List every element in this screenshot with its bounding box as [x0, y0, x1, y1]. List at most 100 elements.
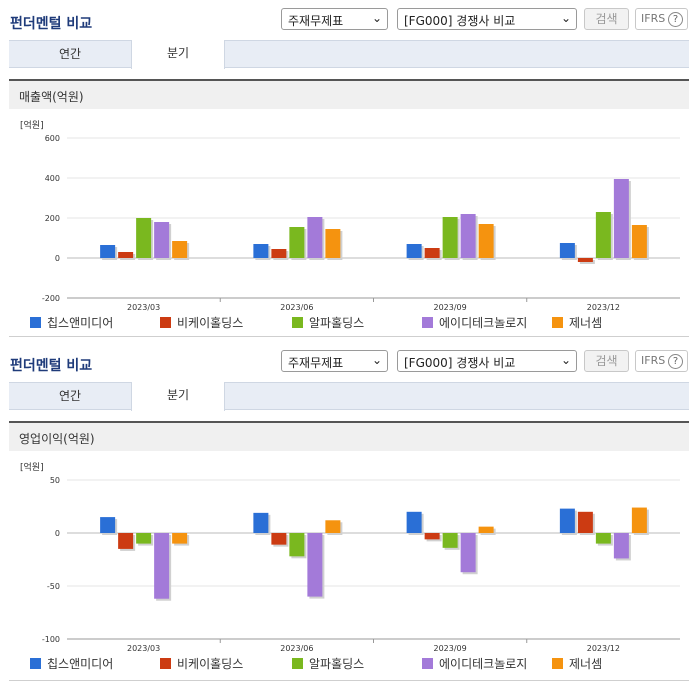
legend-item: 에이디테크놀로지 [422, 314, 527, 331]
legend-label: 제너셈 [569, 657, 603, 671]
bar [325, 229, 341, 258]
compare-select[interactable]: [FG000] 경쟁사 비교 ⌄ [397, 8, 577, 30]
bar [631, 507, 647, 533]
unit-label: [억원] [20, 121, 44, 131]
y-tick-label: -200 [42, 294, 60, 303]
bar [406, 244, 422, 258]
legend-label: 에이디테크놀로지 [439, 657, 528, 671]
tab-annual[interactable]: 연간 [58, 47, 82, 61]
divider [9, 336, 689, 337]
bar [631, 225, 647, 258]
legend-swatch [552, 317, 563, 328]
x-tick-label: 2023/06 [280, 644, 313, 653]
legend-swatch [30, 658, 41, 669]
legend-label: 칩스앤미디어 [47, 657, 114, 671]
tab-quarterly[interactable]: 분기 [131, 382, 225, 411]
legend-item: 비케이홀딩스 [160, 655, 243, 672]
legend-label: 칩스앤미디어 [47, 316, 114, 330]
y-tick-label: 50 [50, 476, 60, 485]
ifrs-help-button[interactable]: IFRS? [635, 350, 688, 372]
operating-profit-chart: -100 -50 0 50 2023/03 2023/06 2023/09 2023/12 [42, 476, 680, 653]
bar [154, 222, 170, 258]
legend-item: 알파홀딩스 [292, 314, 364, 331]
search-button[interactable]: 검색 [584, 8, 629, 30]
chevron-down-icon: ⌄ [560, 353, 571, 367]
legend-item: 에이디테크놀로지 [422, 655, 527, 672]
bar [613, 179, 629, 258]
bar [442, 217, 458, 258]
legend-item: 칩스앤미디어 [30, 314, 113, 331]
bar [577, 258, 593, 262]
search-button[interactable]: 검색 [584, 350, 629, 372]
question-icon: ? [668, 12, 683, 27]
x-tick-label: 2023/12 [587, 303, 620, 312]
legend-item: 비케이홀딩스 [160, 314, 243, 331]
bar [136, 218, 152, 258]
y-tick-label: 400 [45, 174, 60, 183]
tab-quarterly[interactable]: 분기 [131, 40, 225, 69]
panel-header: 펀더멘털 비교 주재무제표 ⌄ [FG000] 경쟁사 비교 ⌄ 검색 IFRS? [0, 0, 696, 34]
chevron-down-icon: ⌄ [371, 11, 382, 25]
statement-select[interactable]: 주재무제표 ⌄ [281, 8, 388, 30]
legend-swatch [30, 317, 41, 328]
legend-label: 비케이홀딩스 [177, 657, 244, 671]
legend-item: 제너셈 [552, 314, 602, 331]
section-header: 매출액(억원) [9, 79, 689, 109]
bar [253, 244, 269, 258]
page-title: 펀더멘털 비교 [10, 358, 93, 374]
y-tick-label: -100 [42, 635, 60, 644]
bar [271, 249, 287, 258]
bar [307, 217, 323, 258]
revenue-chart: -200 0 200 400 600 2023/03 2023/06 2023/09 2023/… [42, 134, 680, 312]
divider [9, 680, 689, 681]
statement-select-value: 주재무제표 [288, 356, 344, 370]
x-tick-label: 2023/12 [587, 644, 620, 653]
question-icon: ? [668, 354, 683, 369]
legend-swatch [552, 658, 563, 669]
statement-select-value: 주재무제표 [288, 14, 344, 28]
bar [271, 533, 287, 545]
period-tabs: 연간 분기 [9, 382, 689, 411]
bar [595, 212, 611, 258]
period-tabs: 연간 분기 [9, 40, 689, 69]
bar [442, 533, 458, 548]
panel-header: 펀더멘털 비교 주재무제표 ⌄ [FG000] 경쟁사 비교 ⌄ 검색 IFRS? [0, 342, 696, 376]
bar [289, 533, 305, 557]
legend-swatch [292, 658, 303, 669]
compare-select-value: [FG000] 경쟁사 비교 [404, 14, 516, 28]
bar [424, 533, 440, 540]
bar [325, 520, 341, 533]
section-header: 영업이익(억원) [9, 421, 689, 451]
legend-swatch [422, 658, 433, 669]
y-tick-label: 0 [55, 529, 60, 538]
bar [577, 511, 593, 533]
legend-swatch [422, 317, 433, 328]
bar [559, 243, 575, 258]
legend-swatch [292, 317, 303, 328]
legend-swatch [160, 317, 171, 328]
x-tick-label: 2023/09 [434, 644, 467, 653]
x-tick-label: 2023/09 [434, 303, 467, 312]
bar [172, 533, 188, 544]
y-tick-label: -50 [47, 582, 60, 591]
y-tick-label: 200 [45, 214, 60, 223]
compare-select[interactable]: [FG000] 경쟁사 비교 ⌄ [397, 350, 577, 372]
bar [118, 252, 134, 258]
ifrs-label: IFRS [641, 354, 666, 367]
statement-select[interactable]: 주재무제표 ⌄ [281, 350, 388, 372]
page-title: 펀더멘털 비교 [10, 16, 93, 32]
legend-label: 알파홀딩스 [309, 657, 365, 671]
bar [406, 511, 422, 533]
legend-swatch [160, 658, 171, 669]
y-tick-label: 0 [55, 254, 60, 263]
tab-annual[interactable]: 연간 [58, 389, 82, 403]
x-tick-label: 2023/06 [280, 303, 313, 312]
chevron-down-icon: ⌄ [560, 11, 571, 25]
y-tick-label: 600 [45, 134, 60, 143]
legend-label: 에이디테크놀로지 [439, 316, 528, 330]
panel-operating-profit: 펀더멘털 비교 주재무제표 ⌄ [FG000] 경쟁사 비교 ⌄ 검색 IFRS? … [0, 342, 696, 684]
ifrs-help-button[interactable]: IFRS? [635, 8, 688, 30]
section-title: 영업이익(억원) [19, 432, 95, 446]
legend-item: 제너셈 [552, 655, 602, 672]
bar [478, 224, 494, 258]
